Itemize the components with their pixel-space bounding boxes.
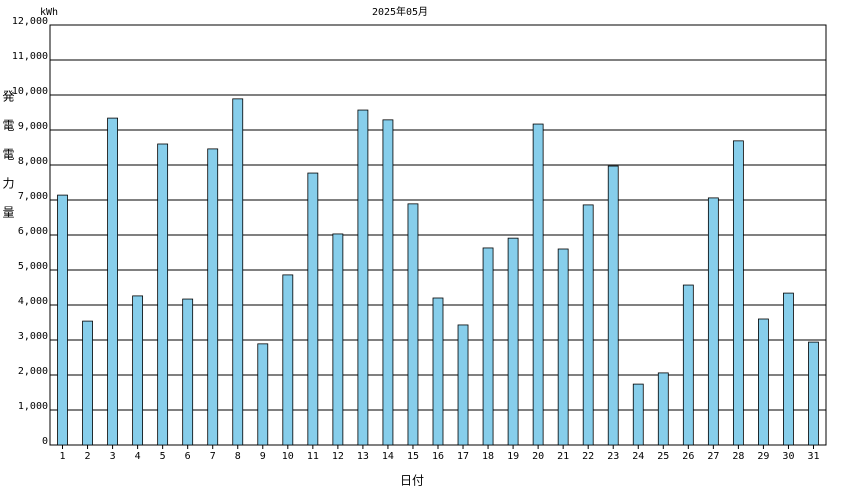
x-tick-label: 21 [557, 451, 569, 462]
bar [607, 165, 619, 446]
bar [482, 247, 494, 446]
x-tick-label: 5 [160, 451, 166, 462]
bar [557, 248, 569, 446]
x-tick-label: 10 [282, 451, 294, 462]
bar [532, 123, 544, 446]
bar [382, 119, 394, 446]
bar [758, 318, 769, 446]
x-tick-label: 13 [357, 451, 369, 462]
bar [507, 237, 519, 446]
x-tick-label: 28 [732, 451, 744, 462]
x-tick-label: 9 [260, 451, 266, 462]
x-tick-label: 20 [532, 451, 544, 462]
y-tick-label: 0 [42, 436, 48, 447]
bar [432, 297, 444, 446]
x-tick-label: 30 [782, 451, 794, 462]
y-tick-label: 8,000 [18, 156, 48, 167]
y-unit: kWh [40, 7, 58, 18]
bar [207, 148, 219, 446]
bar [332, 233, 344, 446]
y-tick-label: 9,000 [18, 121, 48, 132]
y-tick-label: 3,000 [18, 331, 48, 342]
y-tick-label: 5,000 [18, 261, 48, 272]
bar [182, 298, 194, 446]
y-tick-label: 4,000 [18, 296, 48, 307]
x-tick-label: 23 [607, 451, 619, 462]
bar [282, 274, 294, 446]
bar [132, 295, 144, 446]
x-tick-label: 2 [85, 451, 91, 462]
bar [732, 140, 744, 446]
x-tick-label: 26 [682, 451, 694, 462]
bar [407, 203, 419, 446]
bar [107, 117, 118, 446]
bar [232, 98, 244, 446]
x-tick-label: 16 [432, 451, 444, 462]
x-tick-label: 4 [135, 451, 141, 462]
y-tick-label: 6,000 [18, 226, 48, 237]
y-tick-label: 11,000 [12, 51, 48, 62]
x-tick-label: 3 [110, 451, 116, 462]
y-axis-label: 発電電力量 [1, 90, 15, 235]
y-tick-label: 1,000 [18, 401, 48, 412]
bar [808, 341, 819, 446]
y-tick-label: 7,000 [18, 191, 48, 202]
x-tick-label: 15 [407, 451, 419, 462]
x-tick-label: 7 [210, 451, 216, 462]
x-tick-label: 12 [332, 451, 344, 462]
y-tick-label: 10,000 [12, 86, 48, 97]
bar [57, 194, 68, 446]
x-axis-label: 日付 [400, 474, 424, 488]
y-tick-label: 12,000 [12, 16, 48, 27]
x-tick-label: 29 [757, 451, 769, 462]
x-tick-label: 24 [632, 451, 644, 462]
y-tick-label: 2,000 [18, 366, 48, 377]
bar [357, 109, 369, 446]
x-tick-label: 17 [457, 451, 469, 462]
bar [682, 284, 694, 446]
x-tick-label: 6 [185, 451, 191, 462]
x-tick-label: 11 [307, 451, 319, 462]
bar [657, 372, 669, 446]
bar [82, 320, 93, 446]
bar [783, 292, 794, 446]
x-tick-label: 19 [507, 451, 519, 462]
bar [157, 143, 169, 446]
bar [307, 172, 319, 446]
x-tick-label: 14 [382, 451, 394, 462]
x-tick-label: 25 [657, 451, 669, 462]
x-tick-label: 1 [60, 451, 66, 462]
x-tick-label: 18 [482, 451, 494, 462]
x-tick-label: 8 [235, 451, 241, 462]
bar [457, 324, 469, 446]
x-tick-label: 22 [582, 451, 594, 462]
bar [632, 383, 644, 446]
bar [257, 343, 269, 446]
chart-title: 2025年05月 [372, 5, 428, 18]
x-tick-label: 31 [807, 451, 819, 462]
bar [582, 204, 594, 446]
bar [707, 197, 719, 446]
x-tick-label: 27 [707, 451, 719, 462]
